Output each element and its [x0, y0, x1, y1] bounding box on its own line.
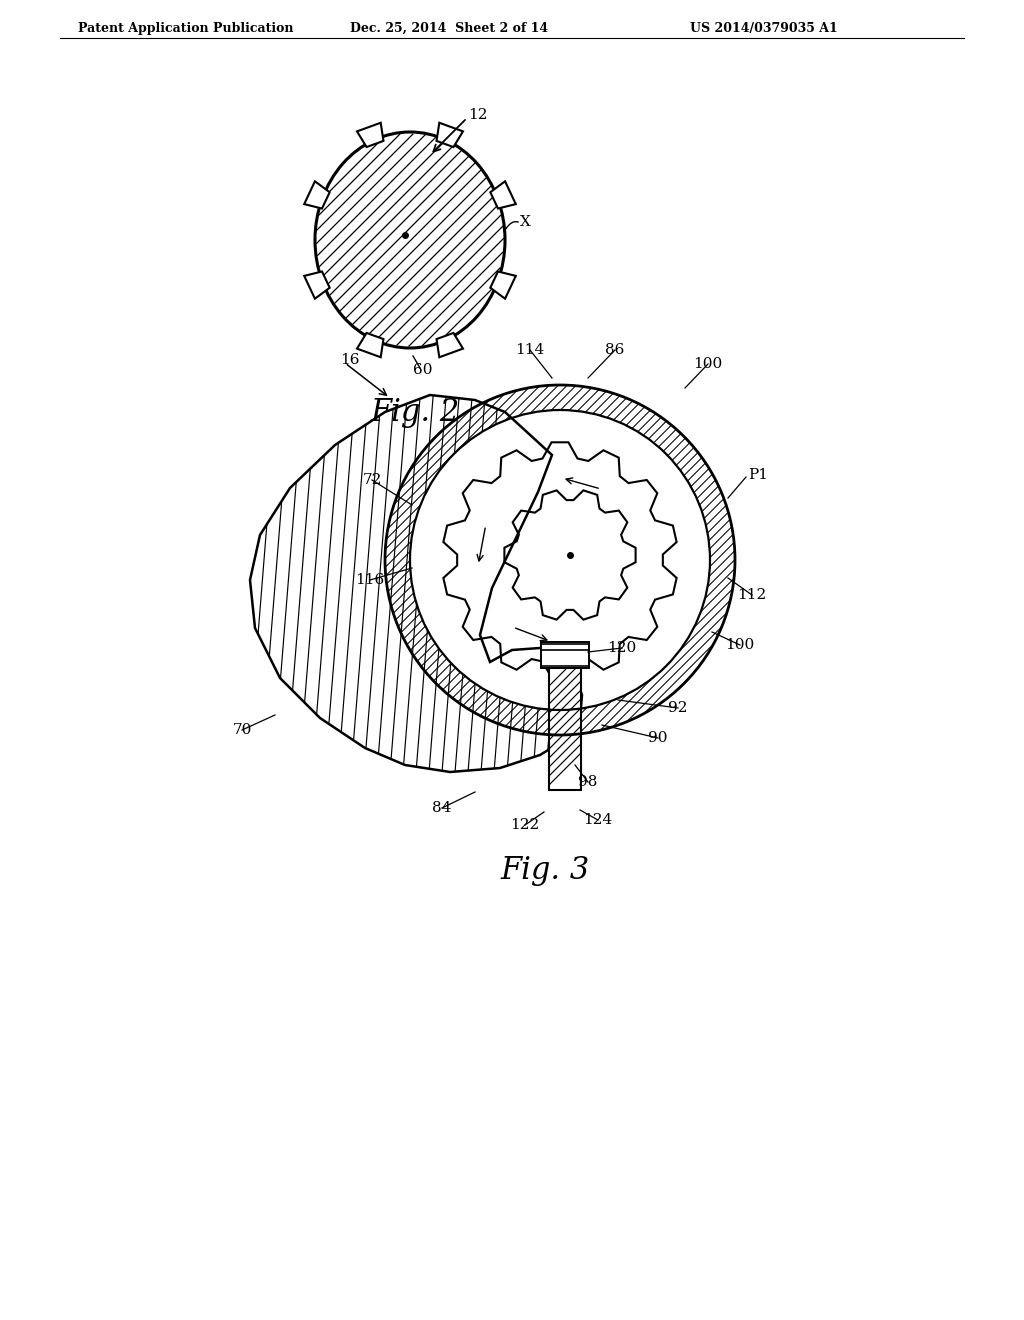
- Polygon shape: [436, 123, 463, 147]
- Polygon shape: [304, 272, 330, 298]
- Polygon shape: [357, 333, 383, 358]
- Text: 86: 86: [605, 343, 625, 356]
- Text: 16: 16: [340, 352, 359, 367]
- Polygon shape: [541, 642, 589, 668]
- Text: 120: 120: [607, 642, 637, 655]
- Polygon shape: [505, 490, 636, 619]
- Polygon shape: [304, 181, 330, 209]
- Text: 100: 100: [725, 638, 755, 652]
- Ellipse shape: [410, 411, 710, 710]
- Polygon shape: [357, 123, 383, 147]
- Text: 12: 12: [468, 108, 487, 121]
- Ellipse shape: [385, 385, 735, 735]
- Ellipse shape: [315, 132, 505, 348]
- Text: 122: 122: [510, 818, 540, 832]
- Text: US 2014/0379035 A1: US 2014/0379035 A1: [690, 22, 838, 36]
- Text: P1: P1: [748, 469, 768, 482]
- Text: Fig. 2: Fig. 2: [371, 397, 460, 429]
- Text: 72: 72: [362, 473, 382, 487]
- Text: 98: 98: [579, 775, 598, 789]
- Text: Patent Application Publication: Patent Application Publication: [78, 22, 294, 36]
- Text: 116: 116: [355, 573, 385, 587]
- Text: 124: 124: [584, 813, 612, 828]
- Polygon shape: [490, 181, 516, 209]
- Text: 100: 100: [693, 356, 723, 371]
- Polygon shape: [490, 272, 516, 298]
- Text: 114: 114: [515, 343, 545, 356]
- Text: X: X: [520, 215, 530, 228]
- Text: 60: 60: [413, 363, 432, 378]
- Text: 92: 92: [669, 701, 688, 715]
- Text: 84: 84: [432, 801, 452, 814]
- Text: 112: 112: [737, 587, 767, 602]
- Polygon shape: [250, 395, 582, 772]
- Text: 70: 70: [232, 723, 252, 737]
- Text: Fig. 3: Fig. 3: [501, 854, 590, 886]
- Text: Dec. 25, 2014  Sheet 2 of 14: Dec. 25, 2014 Sheet 2 of 14: [350, 22, 548, 36]
- Text: 90: 90: [648, 731, 668, 744]
- Polygon shape: [443, 442, 677, 677]
- Polygon shape: [549, 668, 581, 789]
- Polygon shape: [436, 333, 463, 358]
